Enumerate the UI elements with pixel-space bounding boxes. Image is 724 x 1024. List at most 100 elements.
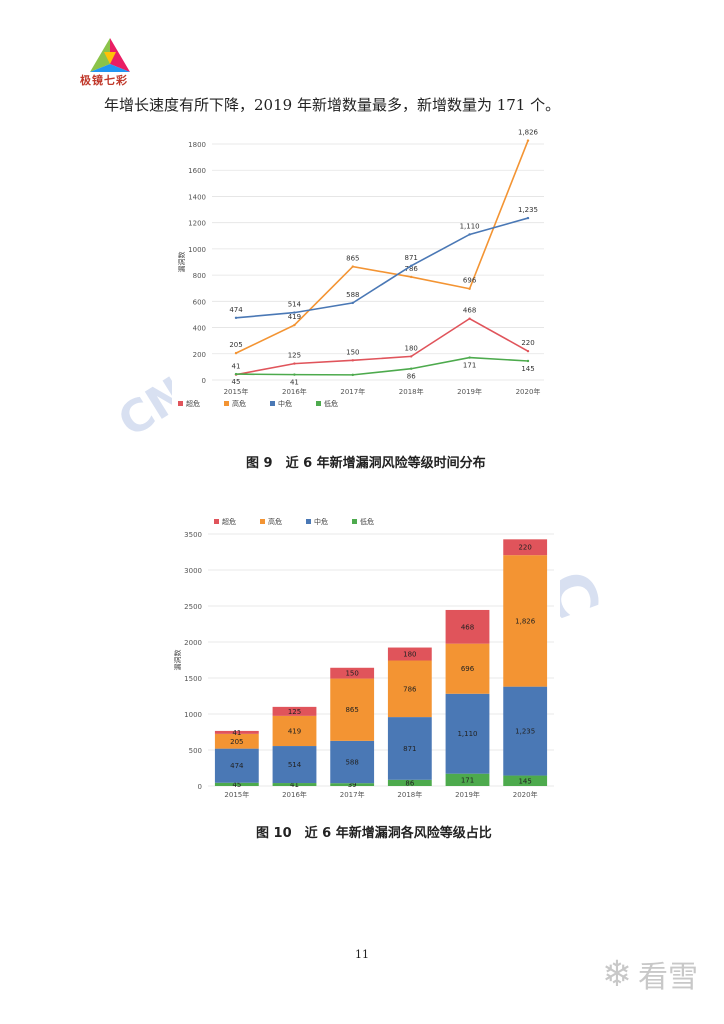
data-label: 588 (346, 291, 359, 299)
data-label: 865 (346, 255, 359, 263)
data-point (410, 355, 413, 358)
data-point (468, 317, 471, 320)
legend-swatch (224, 401, 229, 406)
data-label: 468 (461, 623, 474, 631)
data-point (468, 287, 471, 290)
y-axis-label: 漏洞数 (173, 650, 182, 671)
data-point (293, 362, 296, 365)
bar-segment (445, 773, 490, 786)
body-paragraph: 年增长速度有所下降，2019 年新增数量最多，新增数量为 171 个。 (104, 96, 561, 114)
data-label: 696 (463, 277, 477, 285)
data-point (526, 349, 530, 353)
y-tick-label: 2500 (184, 603, 202, 611)
bar-segment (387, 660, 432, 718)
data-label: 145 (518, 777, 531, 785)
y-tick-label: 500 (189, 747, 202, 755)
data-label: 786 (405, 265, 419, 273)
data-label: 1,826 (515, 617, 536, 625)
y-tick-label: 600 (193, 298, 206, 306)
legend-label: 高危 (232, 399, 246, 408)
data-label: 171 (461, 776, 474, 784)
series-line (235, 140, 529, 354)
bar-segment (214, 748, 259, 783)
series-line (235, 317, 529, 376)
bar-segment (272, 783, 317, 786)
data-label: 468 (463, 307, 476, 315)
y-tick-label: 1600 (188, 167, 206, 175)
stacked-bar-chart: 0 500 1000 1500 2000 2500 3000 3500 漏洞数 45 474 205 4… (168, 512, 560, 804)
series-line (235, 217, 529, 319)
x-tick-label: 2020年 (513, 790, 538, 799)
page-number: 11 (355, 948, 369, 961)
y-tick-label: 1000 (188, 246, 206, 254)
bar-segment (387, 779, 432, 786)
line-chart: 0 200 400 600 800 1000 1200 1400 1600 1800 漏洞数 2015… (172, 128, 556, 414)
data-label: 871 (403, 745, 416, 753)
data-label: 205 (229, 341, 242, 349)
data-label: 786 (403, 685, 417, 693)
data-label: 45 (232, 781, 241, 789)
stacked-bar-chart-svg: 0500100015002000250030003500漏洞数454742054… (173, 517, 554, 799)
bar-segment (387, 717, 432, 780)
bar-segment (445, 693, 490, 774)
legend-swatch (178, 401, 183, 406)
x-tick-label: 2015年 (224, 387, 249, 396)
data-point (468, 233, 471, 236)
data-label: 220 (521, 339, 534, 347)
data-label: 696 (461, 665, 475, 673)
bar-segment (445, 643, 490, 694)
bar-segment (387, 647, 432, 661)
data-label: 474 (230, 762, 244, 770)
data-label: 419 (288, 727, 301, 735)
y-tick-label: 0 (198, 783, 202, 791)
kanxue-watermark: ❄ 看雪 (602, 952, 698, 996)
data-point (351, 301, 354, 305)
data-label: 1,235 (518, 206, 538, 214)
data-point (410, 264, 413, 268)
bar-segment (330, 740, 375, 784)
y-tick-label: 0 (202, 377, 206, 385)
x-tick-label: 2019年 (455, 790, 480, 799)
data-label: 220 (518, 544, 531, 552)
data-label: 1,826 (518, 129, 539, 137)
legend-label: 中危 (314, 517, 328, 526)
y-tick-label: 3500 (184, 531, 202, 539)
data-point (293, 373, 296, 376)
bar-segment (330, 783, 375, 786)
data-label: 588 (345, 759, 358, 767)
data-point (234, 351, 238, 355)
y-tick-label: 1800 (188, 141, 206, 149)
legend-label: 高危 (268, 517, 282, 526)
legend-swatch (352, 519, 357, 524)
data-label: 180 (403, 651, 416, 659)
data-label: 41 (290, 781, 299, 789)
data-label: 150 (346, 348, 359, 356)
y-tick-label: 2000 (184, 639, 202, 647)
x-tick-label: 2015年 (224, 790, 249, 799)
data-label: 865 (345, 706, 358, 714)
legend-swatch (260, 519, 265, 524)
y-tick-label: 3000 (184, 567, 202, 575)
x-tick-label: 2018年 (397, 790, 422, 799)
data-label: 86 (407, 373, 416, 381)
bar-segment (503, 555, 548, 687)
legend-label: 超危 (186, 399, 200, 408)
data-point (410, 275, 413, 279)
data-label: 45 (232, 378, 241, 386)
y-tick-label: 1400 (188, 193, 206, 201)
data-point (293, 323, 296, 327)
data-label: 145 (521, 365, 534, 373)
snowflake-icon: ❄ (601, 953, 632, 995)
data-label: 125 (288, 352, 301, 360)
data-label: 150 (345, 670, 358, 678)
data-point (351, 373, 354, 377)
bar-segment (503, 775, 548, 786)
data-point (351, 359, 354, 362)
figure-10-caption: 图 10 近 6 年新增漏洞各风险等级占比 (256, 826, 492, 841)
bar-segment (214, 782, 259, 786)
bar-segment (272, 746, 317, 784)
bar-segment (214, 733, 259, 749)
data-label: 41 (290, 379, 299, 387)
data-point (234, 372, 238, 376)
y-tick-label: 200 (193, 351, 206, 359)
